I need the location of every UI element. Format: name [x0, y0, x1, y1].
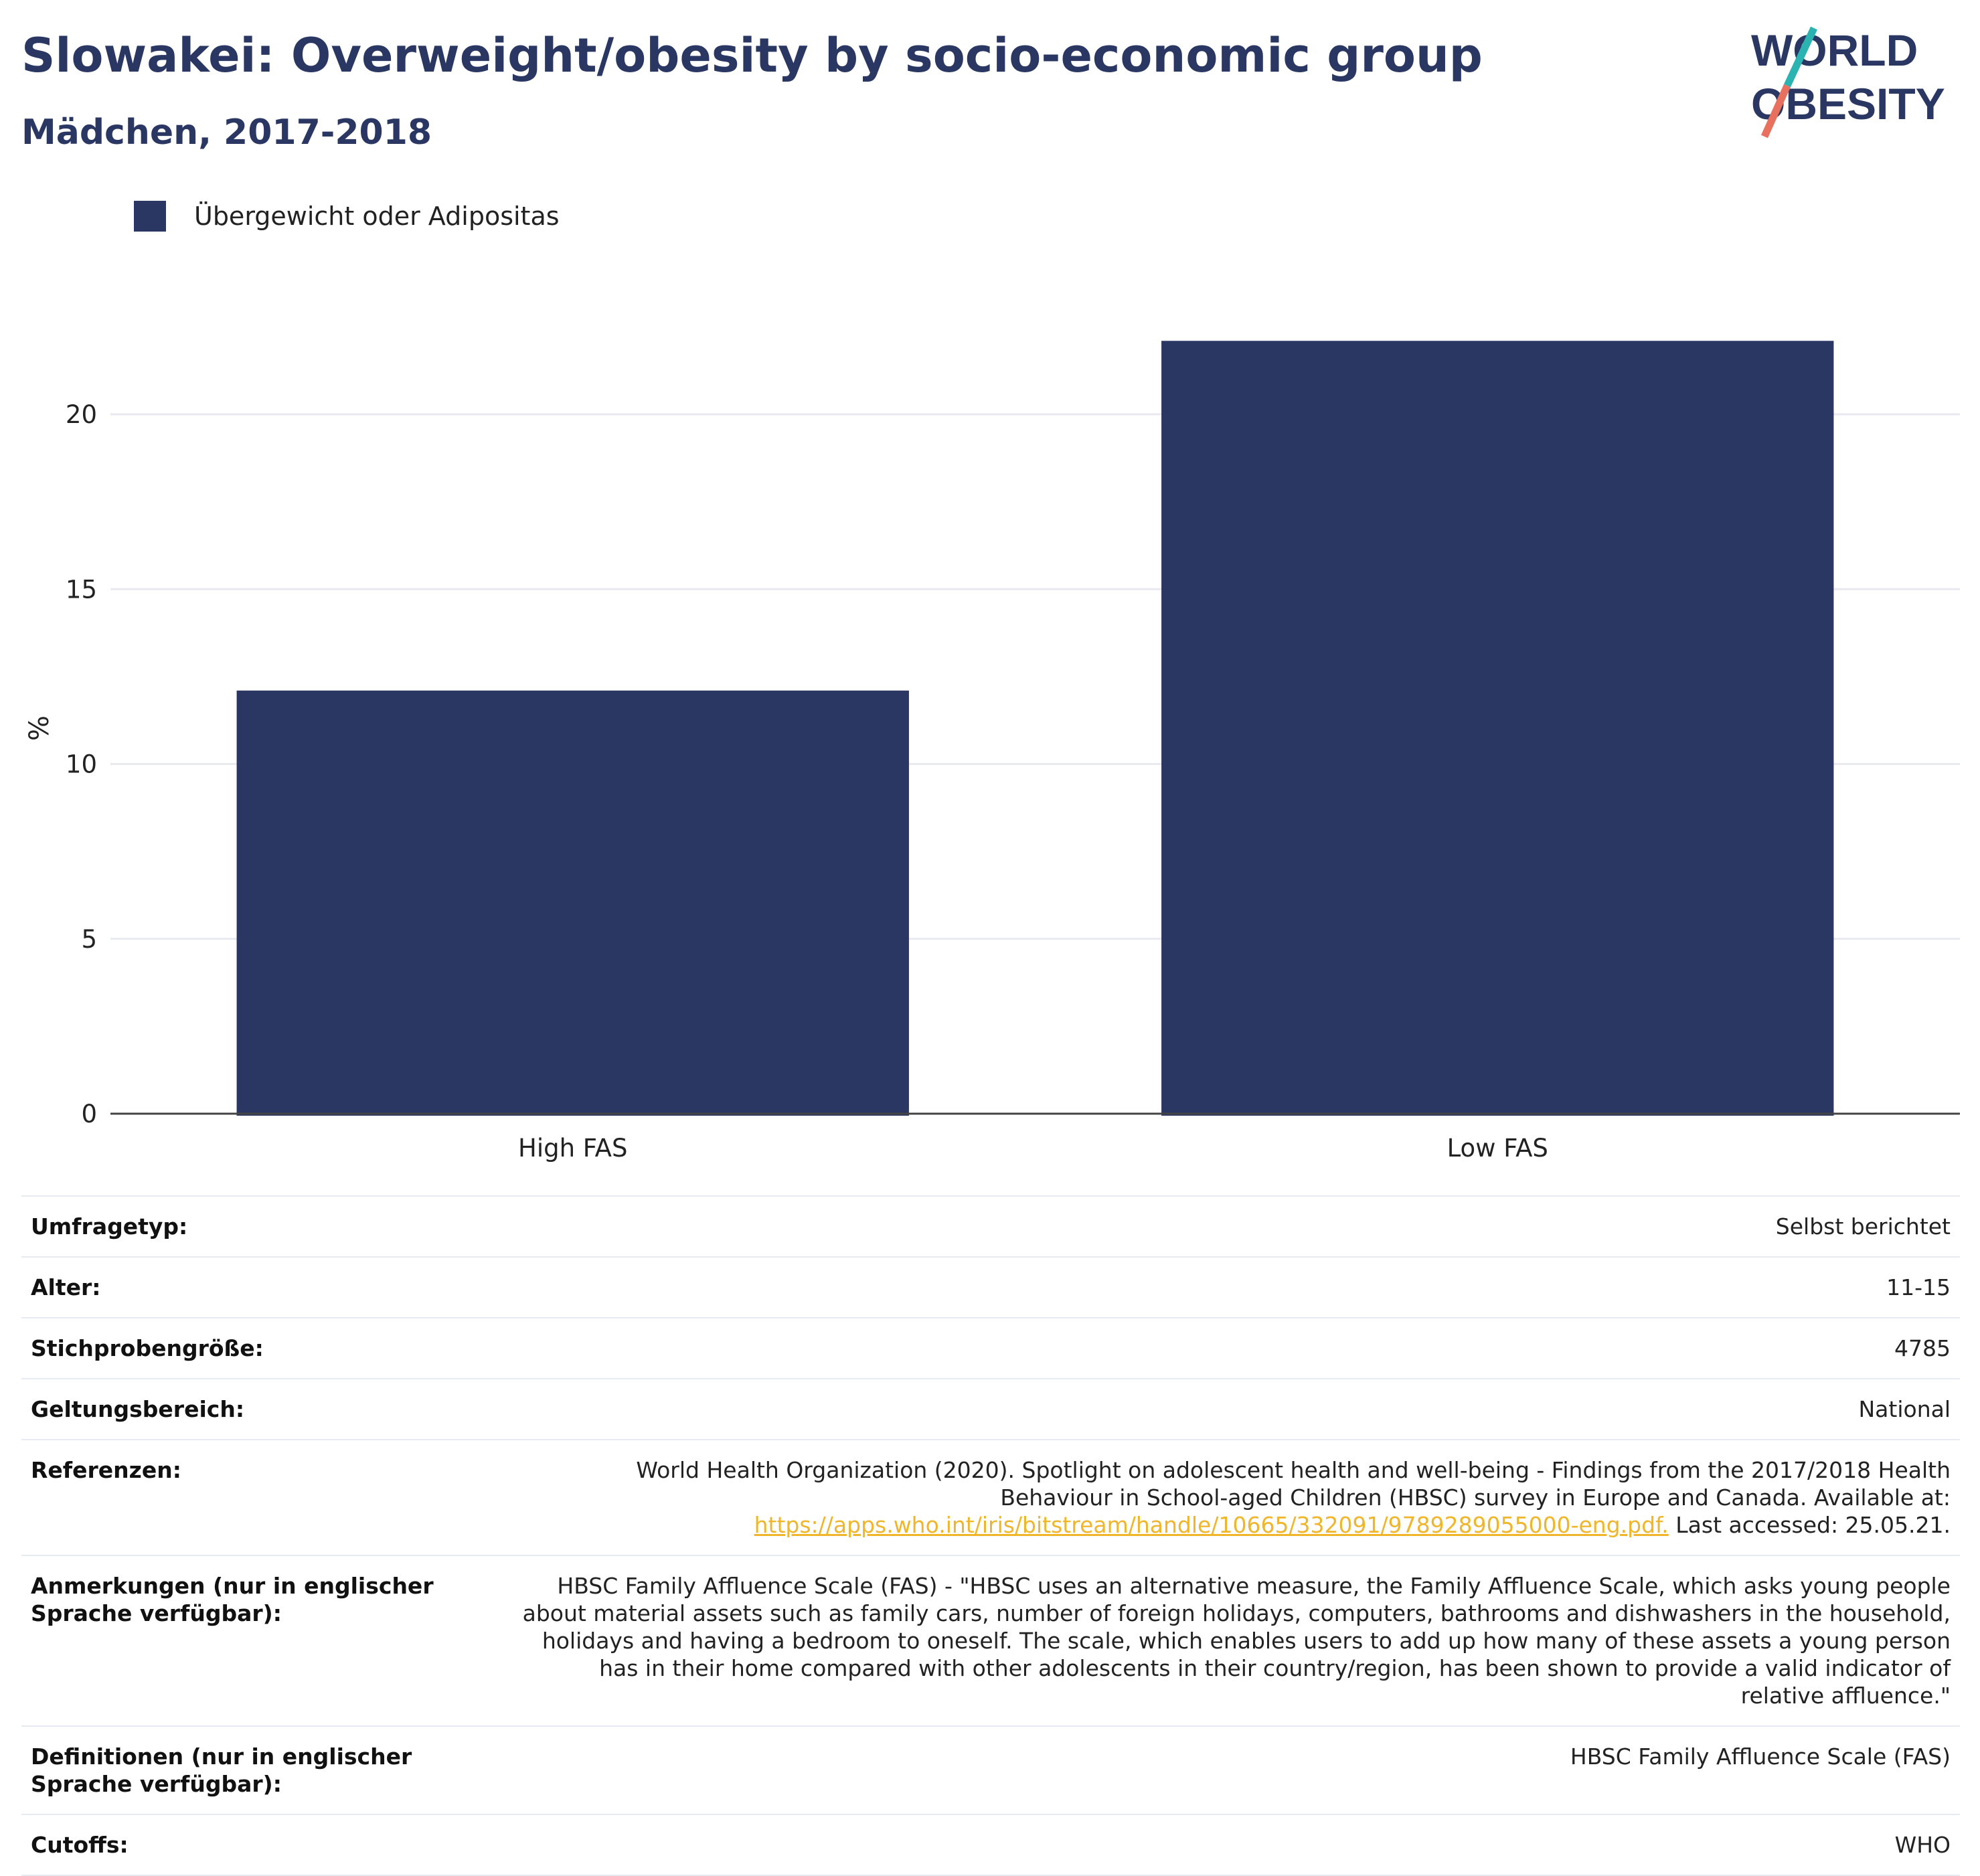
y-tick-label: 0 — [81, 1100, 97, 1128]
row-definitions: Definitionen (nur in englischer Sprache … — [21, 1726, 1960, 1814]
references-text: World Health Organization (2020). Spotli… — [636, 1457, 1951, 1511]
bar — [1161, 341, 1834, 1116]
x-tick-label: High FAS — [518, 1134, 627, 1163]
cutoffs-value: WHO — [1894, 1832, 1951, 1858]
definitions-label: Definitionen (nur in englischer Sprache … — [31, 1743, 412, 1797]
chart-subtitle: Mädchen, 2017-2018 — [21, 112, 432, 153]
row-survey-type: Umfragetyp: Selbst berichtet — [21, 1196, 1960, 1257]
row-notes: Anmerkungen (nur in englischer Sprache v… — [21, 1555, 1960, 1726]
y-tick-label: 20 — [66, 400, 97, 429]
references-link[interactable]: https://apps.who.int/iris/bitstream/hand… — [754, 1512, 1669, 1538]
row-scope: Geltungsbereich: National — [21, 1379, 1960, 1440]
notes-label: Anmerkungen (nur in englischer Sprache v… — [31, 1573, 434, 1626]
age-label: Alter: — [31, 1274, 101, 1300]
y-tick-label: 5 — [81, 925, 97, 954]
cutoffs-label: Cutoffs: — [31, 1832, 129, 1858]
survey-type-value: Selbst berichtet — [1775, 1213, 1951, 1240]
legend[interactable]: Übergewicht oder Adipositas — [134, 201, 560, 232]
chart-title: Slowakei: Overweight/obesity by socio-ec… — [21, 28, 1483, 83]
survey-type-label: Umfragetyp: — [31, 1213, 188, 1240]
scope-label: Geltungsbereich: — [31, 1396, 245, 1422]
row-sample-size: Stichprobengröße: 4785 — [21, 1318, 1960, 1379]
metadata-table: Umfragetyp: Selbst berichtet Alter: 11-1… — [21, 1195, 1960, 1876]
sample-size-label: Stichprobengröße: — [31, 1335, 264, 1361]
bar — [236, 690, 909, 1116]
references-label: Referenzen: — [31, 1457, 181, 1483]
y-tick-label: 10 — [66, 750, 97, 779]
notes-value: HBSC Family Affluence Scale (FAS) - "HBS… — [522, 1573, 1951, 1709]
legend-label: Übergewicht oder Adipositas — [194, 201, 560, 231]
references-value: World Health Organization (2020). Spotli… — [509, 1440, 1960, 1555]
row-cutoffs: Cutoffs: WHO — [21, 1814, 1960, 1875]
x-tick-label: Low FAS — [1447, 1134, 1548, 1163]
logo-slash-teal — [1784, 26, 1817, 88]
logo-slash-coral — [1760, 84, 1791, 139]
bar-chart: 0 5 10 15 20 High FAS Low FAS% — [24, 341, 1960, 1163]
row-references: Referenzen: World Health Organization (2… — [21, 1440, 1960, 1555]
row-age: Alter: 11-15 — [21, 1257, 1960, 1318]
logo-line1: WORLD — [1751, 25, 1918, 75]
definitions-value: HBSC Family Affluence Scale (FAS) — [1570, 1743, 1951, 1770]
y-tick-label: 15 — [66, 575, 97, 604]
scope-value: National — [1858, 1396, 1951, 1422]
legend-swatch — [134, 201, 166, 232]
age-value: 11-15 — [1886, 1274, 1951, 1300]
world-obesity-logo: WORLD OBESITY — [1751, 25, 1945, 139]
y-axis-label: % — [24, 715, 55, 741]
sample-size-value: 4785 — [1894, 1335, 1951, 1361]
references-suffix: Last accessed: 25.05.21. — [1675, 1512, 1951, 1538]
